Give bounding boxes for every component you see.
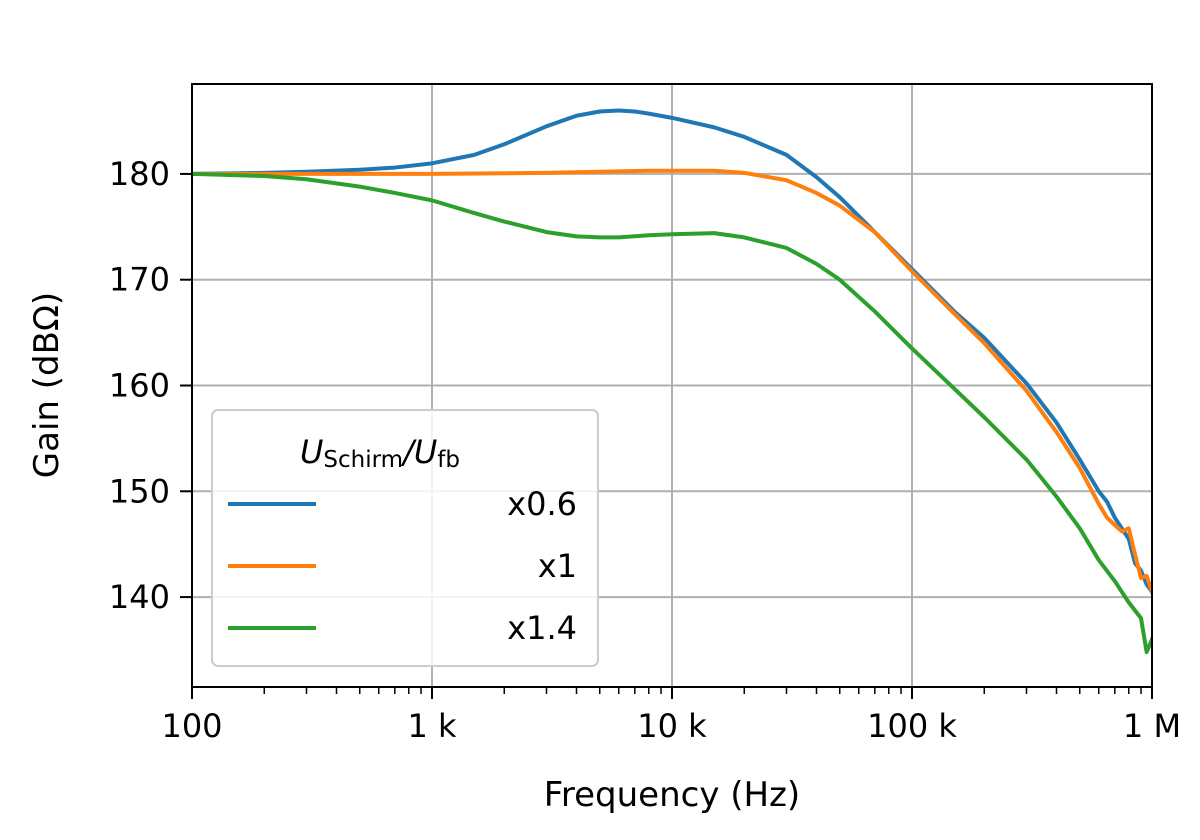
x-tick-label: 10 k <box>637 707 707 745</box>
legend-title-main: U <box>300 433 323 471</box>
y-tick-label: 180 <box>109 155 170 193</box>
legend-label-x1: x1 <box>538 547 577 585</box>
x-tick-label: 100 <box>161 707 222 745</box>
legend-entries: x0.6 x1 x1.4 <box>228 485 577 647</box>
legend-title-sub1: Schirm <box>323 447 403 473</box>
legend-title-sep: /U <box>400 433 437 471</box>
legend-box <box>211 409 599 667</box>
legend-title: USchirm/Ufb <box>300 433 460 473</box>
series-layer <box>192 108 1152 655</box>
y-axis-label: Gain (dBΩ) <box>27 292 67 478</box>
x-tick-label: 1 M <box>1123 707 1181 745</box>
x-tick-label: 100 k <box>867 707 957 745</box>
y-tick-label: 160 <box>109 367 170 405</box>
legend-label-x0.6: x0.6 <box>507 485 577 523</box>
y-tick-label: 150 <box>109 472 170 510</box>
series-line-x1.4 <box>192 171 1152 655</box>
legend-label-x1.4: x1.4 <box>507 609 577 647</box>
legend-title-sub2: fb <box>437 447 460 473</box>
legend: USchirm/Ufb x0.6 x1 x1.4 <box>211 409 599 667</box>
x-tick-label: 1 k <box>407 707 457 745</box>
x-axis-label: Frequency (Hz) <box>544 775 800 815</box>
series-line-x1 <box>192 168 1152 595</box>
grid <box>191 84 1153 687</box>
ticks: 100 1 k 10 k 100 k 1 M 140 150 160 170 180 <box>109 155 1181 745</box>
series-line-x0.6 <box>192 108 1152 595</box>
y-tick-label: 140 <box>109 578 170 616</box>
y-tick-label: 170 <box>109 261 170 299</box>
